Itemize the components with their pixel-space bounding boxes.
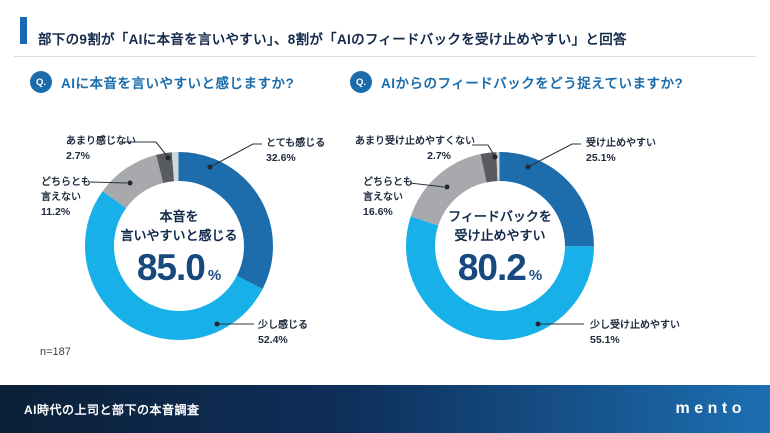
header-divider bbox=[14, 56, 756, 57]
donut-center-summary: 本音を 言いやすいと感じる 85.0% bbox=[85, 152, 273, 340]
question-2: Q. AIからのフィードバックをどう捉えていますか? bbox=[350, 71, 683, 93]
question-1: Q. AIに本音を言いやすいと感じますか? bbox=[30, 71, 294, 93]
donut-ring bbox=[85, 152, 273, 340]
donut-center-summary: フィードバックを 受け止めやすい 80.2% bbox=[406, 152, 594, 340]
callout-totemo: とても感じる 32.6% bbox=[266, 138, 326, 164]
center-line1: 本音を bbox=[159, 208, 199, 224]
percent-sign: % bbox=[207, 266, 222, 284]
callout-amari-uketome: あまり受け止めやすくない 2.7% bbox=[355, 136, 475, 162]
callout-sukoshi: 少し感じる 52.4% bbox=[258, 320, 308, 346]
question-badge-icon: Q. bbox=[350, 71, 372, 93]
callout-amari: あまり感じない 2.7% bbox=[66, 136, 136, 162]
percent-sign: % bbox=[528, 266, 543, 284]
callout-dochira: どちらとも 言えない 16.6% bbox=[363, 177, 413, 218]
sample-size-note: n=187 bbox=[40, 346, 71, 358]
callout-sukoshi-uketome: 少し受け止めやすい 55.1% bbox=[590, 320, 680, 346]
question-1-text: AIに本音を言いやすいと感じますか? bbox=[61, 76, 295, 91]
donut-chart-feedback: フィードバックを 受け止めやすい 80.2% 受け止めやすい 25.1% 少し受… bbox=[350, 115, 680, 375]
center-value: 85.0% bbox=[136, 246, 222, 288]
callout-dochira: どちらとも 言えない 11.2% bbox=[41, 177, 91, 218]
mento-logo: mento bbox=[675, 400, 746, 417]
question-badge-label: Q. bbox=[355, 76, 367, 88]
center-line1: フィードバックを bbox=[448, 208, 552, 224]
center-value: 80.2% bbox=[457, 246, 543, 288]
question-badge-label: Q. bbox=[35, 76, 47, 88]
header-accent-bar bbox=[20, 17, 27, 44]
callout-uketome: 受け止めやすい 25.1% bbox=[586, 138, 656, 164]
question-2-text: AIからのフィードバックをどう捉えていますか? bbox=[381, 76, 684, 91]
donut-chart-honne: 本音を 言いやすいと感じる 85.0% とても感じる 32.6% 少し感じる 5… bbox=[20, 115, 350, 375]
question-badge-icon: Q. bbox=[30, 71, 52, 93]
center-line2: 受け止めやすい bbox=[454, 228, 546, 243]
donut-ring bbox=[406, 152, 594, 340]
center-line2: 言いやすいと感じる bbox=[120, 228, 238, 243]
survey-title: AI時代の上司と部下の本音調査 bbox=[24, 402, 200, 417]
page-title: 部下の9割が「AIに本音を言いやすい」、8割が「AIのフィードバックを受け止めや… bbox=[38, 32, 627, 48]
footer-bar: AI時代の上司と部下の本音調査 mento bbox=[0, 385, 770, 433]
